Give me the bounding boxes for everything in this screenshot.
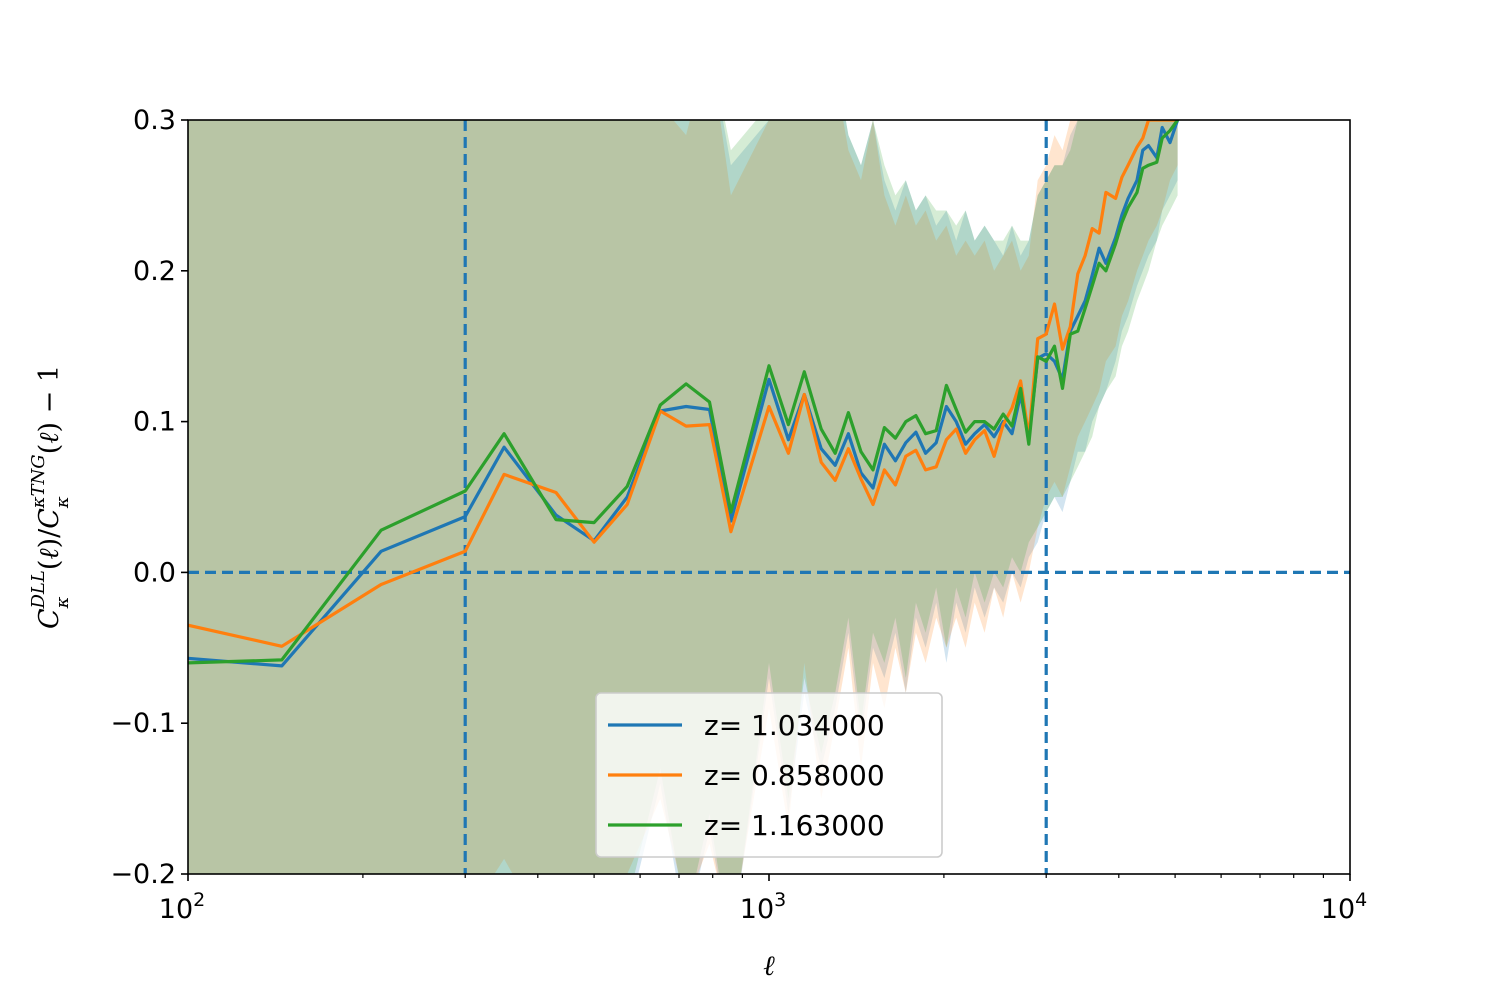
x-tick-label-3: 104 (1321, 889, 1367, 925)
legend-label-3: z= 1.163000 (704, 809, 885, 842)
y-tick-label-6: 0.3 (133, 105, 176, 136)
x-tick-label-2: 103 (740, 889, 786, 925)
y-tick-label-4: 0.1 (133, 407, 176, 438)
legend-box (595, 692, 943, 858)
band-3 (188, 120, 1178, 874)
band-2 (188, 120, 1178, 874)
series-lines (188, 120, 1180, 668)
y-axis-label: CκDLL(ℓ)/CκκTNG(ℓ) − 1 (28, 365, 73, 629)
y-tick-label-3: 0.0 (133, 557, 176, 588)
series-line-2 (188, 120, 1178, 648)
series-line-1 (188, 120, 1180, 668)
confidence-bands (188, 120, 1178, 874)
y-tick-label-5: 0.2 (133, 256, 176, 287)
legend-label-1: z= 1.034000 (704, 709, 885, 742)
x-tick-labels: 102 103 104 (159, 889, 1367, 925)
y-tick-labels: −0.2 −0.1 0.0 0.1 0.2 0.3 (110, 105, 176, 890)
x-axis-label: ℓ (763, 949, 775, 982)
legend: z= 1.034000 z= 0.858000 z= 1.163000 (595, 692, 943, 858)
x-tick-label-1: 102 (159, 889, 205, 925)
series-line-3 (188, 120, 1179, 665)
svg-text:CκDLL(ℓ)/CκκTNG(ℓ) − 1: CκDLL(ℓ)/CκκTNG(ℓ) − 1 (28, 365, 73, 629)
y-tick-label-2: −0.1 (110, 708, 176, 739)
band-1 (188, 120, 1178, 874)
legend-label-2: z= 0.858000 (704, 759, 885, 792)
y-tick-label-1: −0.2 (110, 859, 176, 890)
axis-ticks (181, 119, 1351, 881)
reference-lines (188, 120, 1350, 874)
